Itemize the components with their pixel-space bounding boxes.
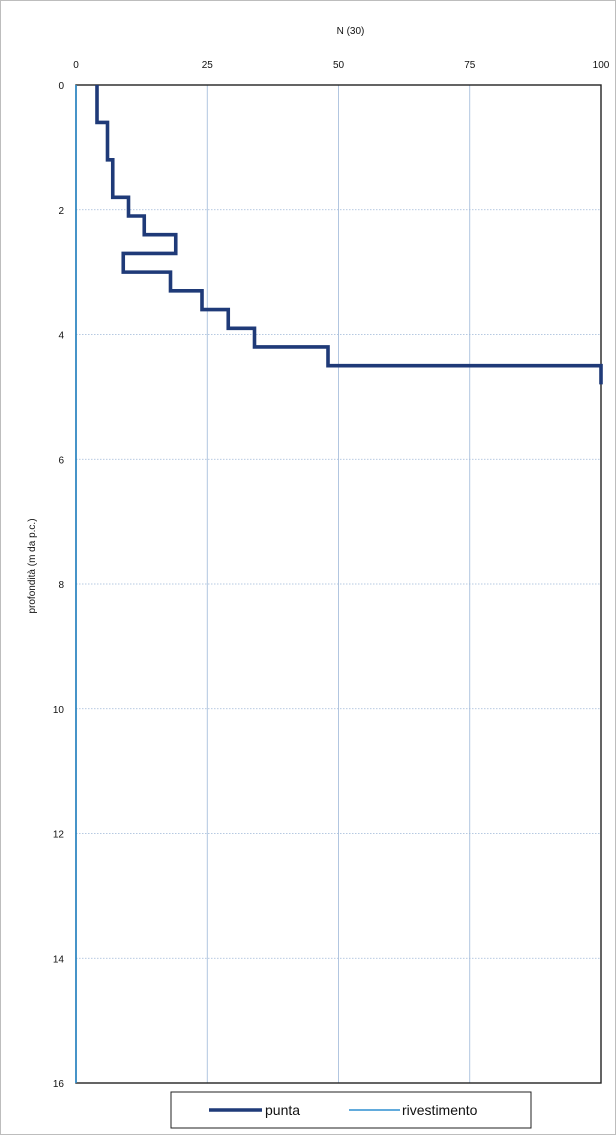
grid: [76, 85, 601, 1083]
x-tick-label: 100: [593, 60, 610, 71]
legend-label-punta: punta: [265, 1102, 300, 1118]
y-axis-title: profondità (m da p.c.): [27, 518, 38, 613]
legend: punta rivestimento: [170, 1091, 532, 1129]
series-punta-line: [95, 85, 603, 385]
x-tick-label: 0: [73, 60, 79, 71]
y-tick-label: 4: [58, 331, 64, 342]
x-tick-label: 25: [202, 60, 214, 71]
x-axis-title: N (30): [337, 26, 365, 37]
x-tick-label: 50: [333, 60, 345, 71]
x-tick-label: 75: [464, 60, 476, 71]
y-tick-label: 16: [53, 1079, 65, 1090]
y-tick-label: 8: [58, 580, 64, 591]
tick-labels: 0 25 50 75 100 0 2 4 6 8 10 12 14 16: [53, 60, 610, 1090]
y-tick-label: 6: [58, 455, 64, 466]
y-tick-label: 14: [53, 954, 65, 965]
series-layer: [75, 85, 603, 1083]
legend-label-rivestimento: rivestimento: [402, 1102, 478, 1118]
y-tick-label: 10: [53, 705, 65, 716]
y-tick-label: 12: [53, 830, 65, 841]
y-tick-label: 0: [58, 81, 64, 92]
y-tick-label: 2: [58, 206, 64, 217]
